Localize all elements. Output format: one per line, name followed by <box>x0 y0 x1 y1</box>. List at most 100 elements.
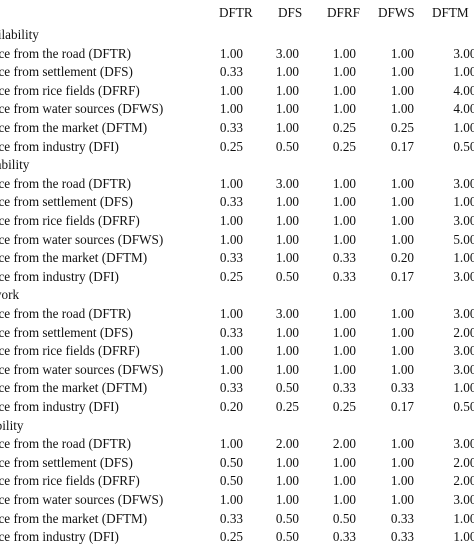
cell-dftr: 1.00 <box>219 101 243 117</box>
row-label: ance from industry (DFI) <box>0 399 119 414</box>
cell-dftm: 1.000 <box>453 64 474 80</box>
section-title: ibility <box>0 417 24 433</box>
cell-dfrf: 1.00 <box>332 175 356 191</box>
cell-dfrf: 0.25 <box>332 138 356 154</box>
row-label: ance from industry (DFI) <box>0 268 119 284</box>
cell-dfrf: 1.00 <box>332 454 356 470</box>
cell-dfws: 1.00 <box>390 324 414 340</box>
cell-dftm: 3.000 <box>453 213 474 228</box>
cell-dfrf: 2.00 <box>332 436 356 452</box>
cell-dftm: 3.000 <box>453 306 474 321</box>
cell-dftr: 0.33 <box>219 324 243 340</box>
cell-dfs: 2.00 <box>275 436 299 452</box>
cell-dfs: 1.00 <box>275 64 299 80</box>
cell-dfws: 0.25 <box>390 120 414 135</box>
section-title: tability <box>0 157 30 173</box>
cell-dfws: 1.00 <box>390 343 414 359</box>
cell-dfs: 1.00 <box>275 120 299 135</box>
cell-dftm: 0.500 <box>453 138 474 154</box>
cell-dftr: 0.25 <box>219 268 243 284</box>
cell-dftm: 2.000 <box>453 473 474 489</box>
table-header: ria DFTR DFS DFRF DFWS DFTM <box>0 5 474 23</box>
cell-dfrf: 0.25 <box>332 399 356 414</box>
cell-dftm: 3.000 <box>453 492 474 507</box>
row-label: ance from the market (DFTM) <box>0 510 148 526</box>
cell-dfrf: 1.00 <box>332 45 356 61</box>
cell-dfws: 0.33 <box>390 529 414 545</box>
cell-dftr: 1.00 <box>219 361 243 377</box>
cell-dfws: 0.33 <box>390 510 414 526</box>
cell-dfrf: 0.25 <box>332 120 356 135</box>
column-header-dftr: DFTR <box>219 5 253 20</box>
cell-dfrf: 1.00 <box>332 343 356 359</box>
cell-dftr: 0.33 <box>219 194 243 210</box>
row-label: ance from settlement (DFS) <box>0 194 133 210</box>
cell-dftr: 1.00 <box>219 436 243 452</box>
cell-dfws: 1.00 <box>390 436 414 452</box>
row-label: ance from rice fields (DFRF) <box>0 82 140 98</box>
row-label: ance from industry (DFI) <box>0 138 119 154</box>
cell-dfs: 1.00 <box>275 194 299 210</box>
row-label: ance from the road (DFTR) <box>0 175 132 191</box>
cell-dfrf: 1.00 <box>332 306 356 321</box>
cell-dftm: 4.000 <box>453 101 474 117</box>
cell-dfs: 1.00 <box>275 343 299 359</box>
cell-dfrf: 1.00 <box>332 213 356 228</box>
row-label: ance from water sources (DFWS) <box>0 361 164 377</box>
cell-dfws: 1.00 <box>390 101 414 117</box>
cell-dftr: 1.00 <box>219 343 243 359</box>
cell-dftm: 1.000 <box>453 510 474 526</box>
cell-dftr: 0.33 <box>219 380 243 396</box>
cell-dfws: 1.00 <box>390 454 414 470</box>
cell-dftr: 0.20 <box>219 399 243 414</box>
cell-dfs: 0.25 <box>275 399 299 414</box>
cell-dfrf: 1.00 <box>332 231 356 247</box>
cell-dfs: 3.00 <box>275 45 299 61</box>
column-header-dfs: DFS <box>278 5 303 20</box>
row-label: ance from rice fields (DFRF) <box>0 213 140 228</box>
cell-dfs: 0.50 <box>275 138 299 154</box>
cell-dfws: 0.20 <box>390 250 414 266</box>
cell-dfs: 3.00 <box>275 306 299 321</box>
cell-dfws: 1.00 <box>390 473 414 489</box>
cell-dftm: 3.000 <box>453 268 474 284</box>
cell-dftr: 1.00 <box>219 306 243 321</box>
row-label: ance from water sources (DFWS) <box>0 101 164 117</box>
cell-dfs: 0.50 <box>275 529 299 545</box>
cell-dftm: 3.000 <box>453 361 474 377</box>
cell-dfs: 3.00 <box>275 175 299 191</box>
cell-dfs: 1.00 <box>275 250 299 266</box>
cell-dfs: 1.00 <box>275 101 299 117</box>
cell-dftm: 1.000 <box>453 250 474 266</box>
row-label: ance from rice fields (DFRF) <box>0 473 140 489</box>
cell-dfws: 1.00 <box>390 492 414 507</box>
cell-dftr: 0.50 <box>219 454 243 470</box>
cell-dfs: 1.00 <box>275 231 299 247</box>
cell-dfs: 1.00 <box>275 361 299 377</box>
row-label: ance from the market (DFTM) <box>0 120 148 135</box>
row-label: ance from the market (DFTM) <box>0 250 148 266</box>
cell-dftr: 0.25 <box>219 529 243 545</box>
cell-dfws: 1.00 <box>390 231 414 247</box>
cell-dfs: 0.50 <box>275 380 299 396</box>
cell-dftr: 1.00 <box>219 45 243 61</box>
cell-dftr: 0.50 <box>219 473 243 489</box>
cell-dfrf: 0.33 <box>332 529 356 545</box>
cell-dftm: 5.000 <box>453 231 474 247</box>
cell-dfrf: 1.00 <box>332 101 356 117</box>
cell-dftm: 3.000 <box>453 175 474 191</box>
cell-dfs: 1.00 <box>275 473 299 489</box>
column-header-dfrf: DFRF <box>327 5 360 20</box>
cell-dfs: 0.50 <box>275 510 299 526</box>
cell-dfs: 0.50 <box>275 268 299 284</box>
row-label: ance from settlement (DFS) <box>0 454 133 470</box>
cell-dftm: 3.000 <box>453 436 474 452</box>
cell-dfws: 1.00 <box>390 64 414 80</box>
cell-dftm: 4.000 <box>453 82 474 98</box>
row-label: ance from rice fields (DFRF) <box>0 343 140 359</box>
cell-dftr: 1.00 <box>219 175 243 191</box>
cell-dftm: 2.000 <box>453 454 474 470</box>
row-label: ance from the road (DFTR) <box>0 45 132 61</box>
cell-dfrf: 0.33 <box>332 380 356 396</box>
cell-dfrf: 0.33 <box>332 268 356 284</box>
